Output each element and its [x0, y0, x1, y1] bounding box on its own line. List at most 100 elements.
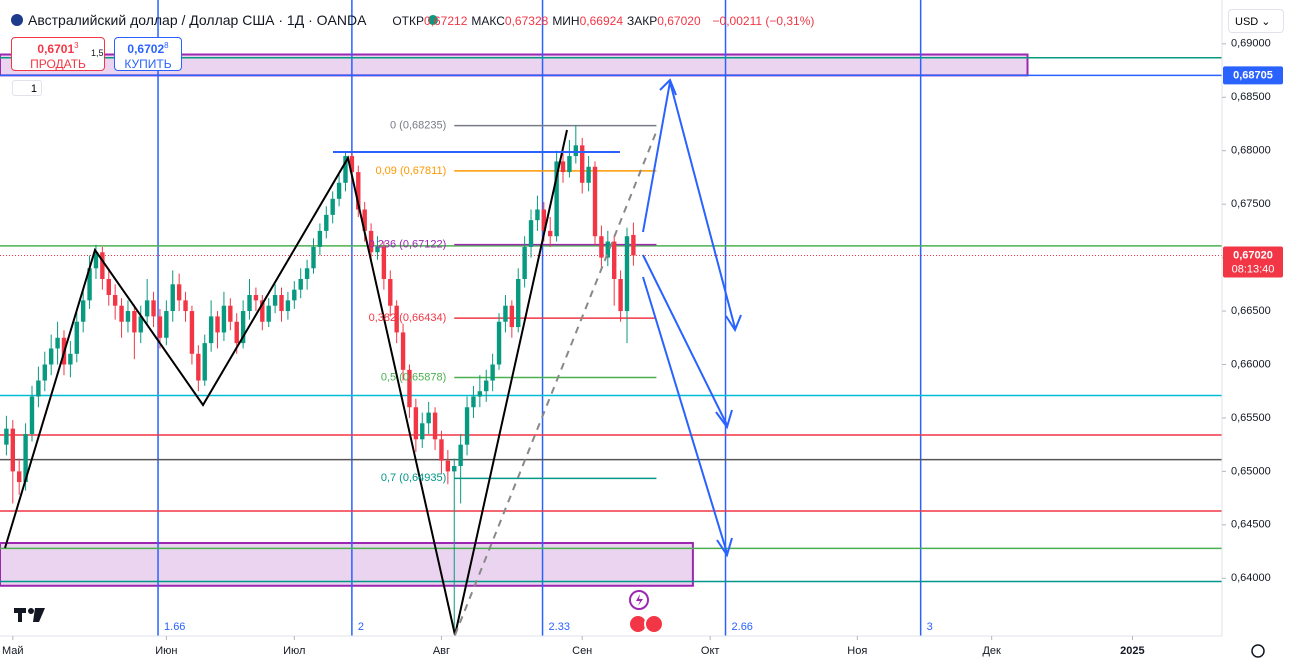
cycle-label: 2.66 [732, 621, 753, 633]
settings-icon[interactable] [1251, 644, 1265, 658]
candle-body [522, 246, 527, 279]
zigzag [4, 129, 568, 636]
candle-body [439, 439, 444, 461]
candle-body [87, 268, 92, 301]
last-price: 0,67020 [1233, 249, 1273, 261]
y-tick-label: 0,67500 [1231, 198, 1271, 210]
candle-body [228, 305, 233, 322]
candle-body [490, 364, 495, 381]
arrow-head [716, 537, 733, 558]
spread: 1,5 [91, 48, 104, 58]
candle-body [164, 311, 169, 338]
candle-body [253, 295, 259, 301]
candle-body [375, 246, 380, 253]
candle-body [343, 156, 348, 183]
zone [0, 542, 694, 587]
candle-body [202, 343, 207, 381]
ohlc-value: 0,67328 [504, 14, 549, 28]
buy-sup: 8 [164, 41, 169, 50]
candle-body [16, 471, 22, 483]
x-tick-label: Июл [283, 645, 305, 657]
candle-body [132, 311, 137, 333]
candle-body [119, 305, 124, 322]
candle-body [528, 220, 534, 247]
forecast-arrow [642, 81, 736, 329]
candle-body [586, 166, 591, 183]
buy-button[interactable]: 0,67028 КУПИТЬ [114, 37, 182, 71]
candle-body [292, 289, 297, 301]
ohlc-name: МАКС [471, 14, 505, 28]
cycle-label: 2.33 [549, 621, 570, 633]
candle-body [400, 332, 406, 370]
x-tick-label: Июн [155, 645, 177, 657]
x-tick-label: 2025 [1120, 645, 1144, 657]
x-tick-label: Окт [701, 645, 720, 657]
candle-body [215, 316, 220, 333]
y-tick-label: 0,68500 [1231, 91, 1271, 103]
candle-body [221, 305, 227, 333]
y-tick-label: 0,64000 [1231, 572, 1271, 584]
candle-body [631, 234, 636, 256]
candle-body [208, 316, 214, 344]
candle-body [336, 182, 342, 199]
x-tick-label: Дек [982, 645, 1001, 657]
sell-button[interactable]: 0,67013 ПРОДАТЬ [11, 37, 105, 71]
fib-label: 0,7 (0,64935) [381, 472, 446, 484]
candle-body [516, 278, 521, 328]
candle-body [624, 236, 630, 312]
sell-price: 0,6701 [37, 42, 75, 56]
candle-body [42, 364, 47, 381]
candle-body [48, 348, 54, 365]
candle-body [503, 305, 508, 322]
candle-body [432, 412, 438, 440]
candle-body [266, 305, 271, 322]
candle-body [23, 433, 28, 483]
candle-body [68, 353, 73, 365]
candle-body [10, 428, 15, 472]
candle-body [112, 295, 118, 306]
cycle-label: 2 [358, 621, 364, 633]
forecast-arrow [642, 276, 728, 554]
ohlc-value: 0,66924 [579, 14, 623, 28]
candle-body [592, 166, 598, 237]
candle-body [458, 444, 463, 467]
candle-body [260, 300, 265, 322]
candle-body [560, 161, 566, 173]
candle-body [55, 337, 60, 349]
x-tick-label: Май [2, 645, 24, 657]
cycle-label: 3 [927, 621, 933, 633]
cycle-label: 1.66 [164, 621, 185, 633]
arrow-head [725, 314, 742, 333]
y-tick-label: 0,64500 [1231, 519, 1271, 531]
indicator-toggle[interactable]: 1 [12, 80, 42, 96]
candle-body [471, 396, 476, 408]
candle-body [298, 278, 303, 290]
countdown: 08:13:40 [1232, 263, 1275, 275]
candle-body [189, 311, 195, 354]
candle-body [80, 300, 86, 322]
ohlc-name: МИН [552, 14, 580, 28]
currency-select[interactable]: USD ⌄ [1228, 9, 1284, 33]
sell-sup: 3 [74, 41, 79, 50]
candle-body [196, 353, 201, 381]
candle-body [36, 380, 41, 397]
change: −0,00211 (−0,31%) [712, 14, 815, 28]
candle-body [618, 278, 623, 312]
candle-body [477, 391, 483, 397]
price-label: 0,68705 [1233, 69, 1273, 81]
currency: USD [1235, 16, 1259, 28]
candle-body [125, 311, 131, 322]
fib-label: 0 (0,68235) [390, 120, 446, 132]
candle-body [426, 412, 431, 424]
candle-body [484, 380, 489, 392]
lightning [636, 594, 643, 606]
candle-body [285, 300, 291, 312]
candle-body [4, 428, 9, 445]
buy-label: КУПИТЬ [124, 57, 172, 71]
event-flag[interactable] [644, 614, 664, 634]
candle-body [100, 252, 105, 279]
candle-body [240, 311, 246, 344]
ohlc-value: 0,67212 [424, 14, 468, 28]
candle-body [362, 209, 367, 231]
